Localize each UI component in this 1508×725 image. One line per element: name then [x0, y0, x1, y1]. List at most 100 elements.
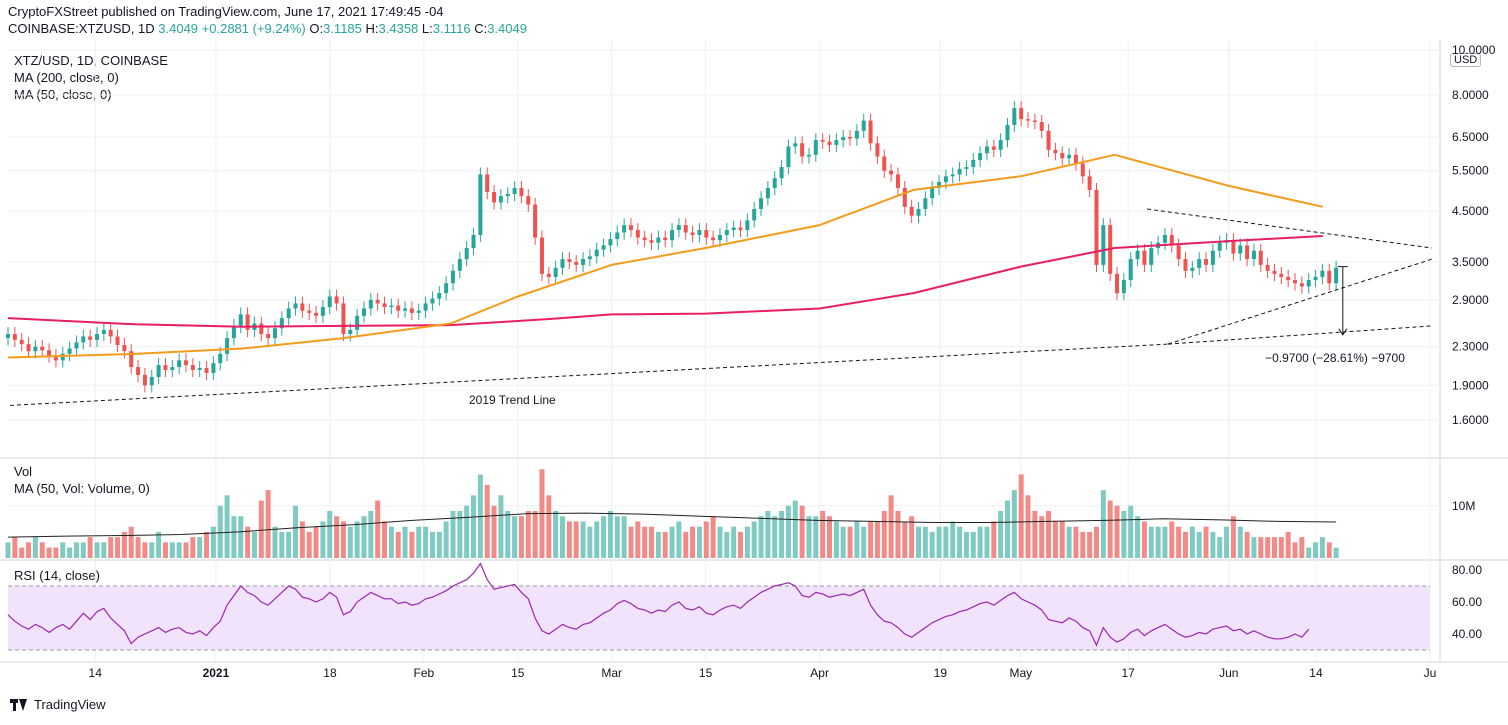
volume-bar: [1265, 537, 1271, 558]
volume-bar: [375, 500, 381, 558]
candle-body: [574, 261, 579, 265]
candle-body: [923, 198, 928, 209]
candle-body: [991, 146, 996, 150]
candle-body: [635, 230, 640, 238]
volume-bar: [190, 537, 196, 558]
volume-bar: [738, 531, 744, 558]
volume-bar: [361, 516, 367, 558]
volume-bar: [566, 521, 572, 558]
volume-bar: [67, 547, 73, 558]
volume-bar: [5, 542, 11, 558]
legend-vol-ma[interactable]: MA (50, Vol: Volume, 0): [14, 481, 150, 496]
candle-body: [1053, 149, 1058, 154]
volume-bar: [1018, 474, 1024, 558]
candle-body: [553, 267, 558, 277]
volume-bar: [895, 511, 901, 558]
triangle-lower-line: [1167, 258, 1433, 345]
candle-body: [457, 259, 462, 271]
volume-bar: [1285, 531, 1291, 558]
candle-body: [307, 310, 312, 313]
volume-bar: [703, 521, 709, 558]
volume-bar: [512, 516, 518, 558]
candle-body: [800, 143, 805, 157]
price-tick-label: 4.5000: [1452, 204, 1489, 218]
candle-body: [389, 305, 394, 308]
legend-ma200[interactable]: MA (200, close, 0): [14, 70, 119, 85]
volume-bar: [286, 531, 292, 558]
candle-body: [560, 259, 565, 268]
volume-bar: [902, 521, 908, 558]
candle-body: [745, 220, 750, 231]
volume-bar: [224, 495, 230, 558]
candle-body: [533, 204, 538, 238]
candle-body: [156, 365, 161, 377]
candle-body: [759, 198, 764, 209]
volume-bar: [320, 521, 326, 558]
volume-bar: [306, 531, 312, 558]
candle-body: [964, 167, 969, 169]
volume-bar: [546, 495, 552, 558]
volume-bar: [101, 542, 107, 558]
price-tick-label: 2.9000: [1452, 293, 1489, 307]
candle-body: [834, 140, 839, 145]
tradingview-logo-icon: [10, 698, 28, 711]
candle-body: [957, 168, 962, 175]
main-legend: XTZ/USD, 1D, COINBASE MA (200, close, 0)…: [14, 52, 168, 103]
volume-bar: [279, 531, 285, 558]
volume-bar: [765, 511, 771, 558]
candle-body: [1272, 270, 1277, 274]
volume-bar: [334, 516, 340, 558]
candle-body: [615, 232, 620, 240]
volume-bar: [1326, 542, 1332, 558]
candle-body: [74, 342, 79, 349]
volume-legend: Vol MA (50, Vol: Volume, 0): [14, 463, 150, 497]
volume-bar: [1025, 495, 1031, 558]
candle-body: [177, 360, 182, 368]
candle-body: [40, 346, 45, 351]
volume-bar: [251, 531, 257, 558]
legend-vol[interactable]: Vol: [14, 464, 33, 479]
volume-bar: [929, 531, 935, 558]
volume-bar: [785, 505, 791, 558]
volume-ma-line: [7, 512, 1337, 538]
candle-body: [430, 298, 435, 304]
volume-bar: [368, 511, 374, 558]
volume-bar: [525, 511, 531, 558]
rsi-line: [7, 562, 1310, 647]
volume-bar: [1073, 526, 1079, 558]
candle-body: [498, 196, 503, 203]
candle-body: [882, 156, 887, 171]
legend-ma50[interactable]: MA (50, close, 0): [14, 87, 112, 102]
volume-bar: [621, 516, 627, 558]
volume-bar: [573, 521, 579, 558]
volume-bar: [915, 526, 921, 558]
volume-bar: [245, 526, 251, 558]
symbol-label[interactable]: COINBASE:XTZUSD, 1D: [8, 21, 155, 36]
legend-rsi[interactable]: RSI (14, close): [14, 568, 100, 583]
price-tick-label: 2.3000: [1452, 340, 1489, 354]
measure-arrow-head: [1338, 328, 1348, 336]
volume-bar: [553, 511, 559, 558]
volume-bar: [1039, 516, 1045, 558]
candle-body: [444, 283, 449, 294]
volume-bar: [1306, 547, 1312, 558]
footer-brand[interactable]: TradingView: [34, 697, 106, 712]
candle-body: [320, 307, 325, 316]
candle-body: [704, 230, 709, 238]
volume-bar: [580, 521, 586, 558]
volume-bar: [60, 542, 66, 558]
volume-bar: [690, 526, 696, 558]
candle-body: [1217, 242, 1222, 251]
volume-bar: [197, 537, 203, 558]
candle-body: [1299, 283, 1304, 287]
candle-body: [622, 225, 627, 233]
volume-bar: [231, 516, 237, 558]
candle-body: [875, 143, 880, 157]
legend-title[interactable]: XTZ/USD, 1D, COINBASE: [14, 53, 168, 68]
currency-badge[interactable]: USD: [1450, 53, 1482, 67]
chart-canvas[interactable]: 10.0000 8.0000 6.5000 5.5000 4.5000 3.5000 2.9…: [0, 40, 1508, 692]
candle-body: [683, 225, 688, 233]
candle-body: [820, 140, 825, 142]
price-tick-label: 6.5000: [1452, 130, 1489, 144]
volume-bar: [12, 537, 18, 558]
